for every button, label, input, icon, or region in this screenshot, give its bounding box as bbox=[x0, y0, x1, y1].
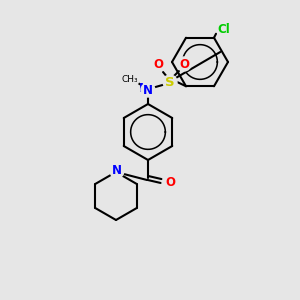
Text: O: O bbox=[179, 58, 189, 70]
Circle shape bbox=[163, 175, 177, 189]
Text: O: O bbox=[179, 58, 189, 70]
Text: N: N bbox=[139, 82, 149, 95]
Text: N: N bbox=[143, 83, 153, 97]
Circle shape bbox=[141, 83, 155, 97]
Circle shape bbox=[151, 58, 165, 72]
Text: CH₃: CH₃ bbox=[122, 74, 138, 83]
Text: CH₃: CH₃ bbox=[122, 74, 138, 83]
Circle shape bbox=[121, 70, 139, 88]
Circle shape bbox=[110, 164, 124, 178]
Text: Cl: Cl bbox=[218, 23, 230, 36]
Text: N: N bbox=[112, 164, 122, 178]
Text: O: O bbox=[165, 176, 175, 188]
Text: O: O bbox=[153, 58, 163, 71]
Text: O: O bbox=[165, 176, 175, 188]
Text: N: N bbox=[112, 164, 122, 178]
Text: O: O bbox=[153, 58, 163, 71]
Text: Cl: Cl bbox=[218, 23, 230, 36]
Text: S: S bbox=[165, 76, 175, 88]
Circle shape bbox=[163, 75, 177, 89]
Circle shape bbox=[177, 57, 191, 71]
Text: S: S bbox=[165, 76, 175, 88]
Circle shape bbox=[217, 23, 231, 37]
